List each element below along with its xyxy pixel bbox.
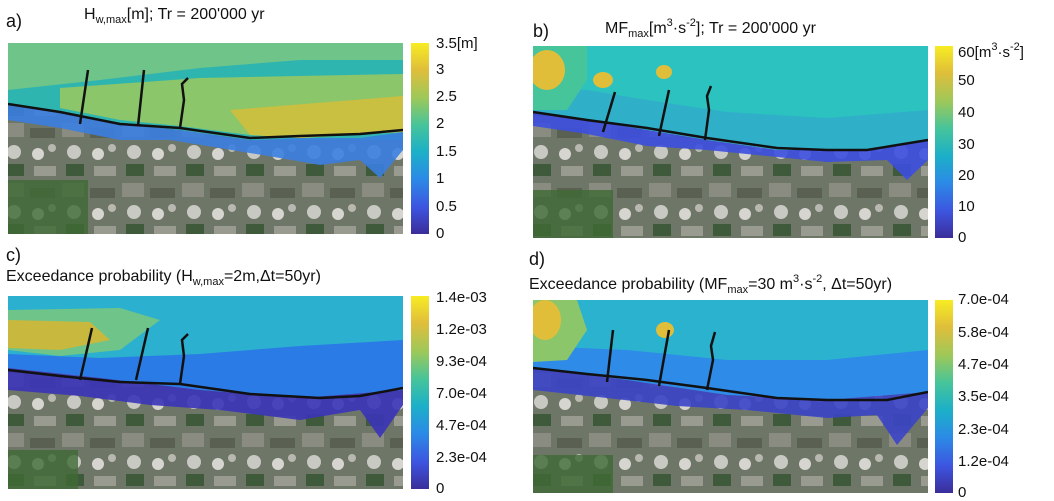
colorbar-tick: 40 (958, 104, 975, 121)
colorbar-tick: 1 (436, 170, 445, 187)
colorbar-tick: 4.7e-04 (436, 417, 487, 434)
panel-letter: c) (6, 245, 21, 265)
panel-title: Exceedance probability (Hw,max=2m,Δt=50y… (6, 268, 321, 288)
panel-letter: a) (6, 11, 23, 31)
colorbar-tick: 10 (958, 198, 975, 215)
panel-letter: d) (529, 249, 546, 269)
colorbar-tick: 0.5 (436, 198, 457, 215)
colorbar-tick: 2.3e-04 (958, 421, 1009, 438)
colorbar-top-label: 60[m3·s-2] (958, 41, 1024, 61)
colorbar-tick: 9.3e-04 (436, 353, 487, 370)
panel-b: b) MFmax[m3·s-2]; Tr = 200'000 yr (527, 0, 1054, 250)
colorbar-tick: 3 (436, 61, 445, 78)
colorbar-tick: 4.7e-04 (958, 356, 1009, 373)
colorbar-tick: 5.8e-04 (958, 324, 1009, 341)
colorbar-top-label: 3.5[m] (436, 35, 478, 52)
colorbar-tick: 7.0e-04 (958, 291, 1009, 308)
colorbar-tick: 1.5 (436, 143, 457, 160)
colorbar-tick: 2.5 (436, 88, 457, 105)
colorbar-tick: 20 (958, 167, 975, 184)
colorbar-tick: 0 (958, 484, 967, 501)
colorbar-tick: 1.4e-03 (436, 289, 487, 306)
colorbar-tick: 0 (958, 229, 967, 246)
colorbar-tick: 1.2e-03 (436, 321, 487, 338)
map-a (8, 43, 429, 234)
colorbar-tick: 2 (436, 115, 445, 132)
panel-a: a) Hw,max[m]; Tr = 200'000 yr (0, 0, 527, 250)
map-c (8, 296, 429, 489)
panel-d: d) Exceedance probability (MFmax=30 m3·s… (527, 250, 1054, 500)
colorbar-tick: 30 (958, 136, 975, 153)
colorbar-tick: 50 (958, 72, 975, 89)
colorbar-tick: 2.3e-04 (436, 449, 487, 466)
panel-letter: b) (533, 21, 550, 41)
panel-title: Hw,max[m]; Tr = 200'000 yr (84, 6, 265, 26)
colorbar-tick: 0 (436, 480, 445, 497)
map-b (533, 46, 953, 238)
panel-title: Exceedance probability (MFmax=30 m3·s-2,… (529, 273, 893, 296)
panel-c: c) Exceedance probability (Hw,max=2m,Δt=… (0, 246, 527, 500)
colorbar-tick: 7.0e-04 (436, 385, 487, 402)
colorbar-tick: 3.5e-04 (958, 388, 1009, 405)
map-d (533, 300, 953, 493)
colorbar-tick: 1.2e-04 (958, 453, 1009, 470)
colorbar-tick: 0 (436, 225, 445, 242)
panel-title: MFmax[m3·s-2]; Tr = 200'000 yr (605, 17, 816, 40)
